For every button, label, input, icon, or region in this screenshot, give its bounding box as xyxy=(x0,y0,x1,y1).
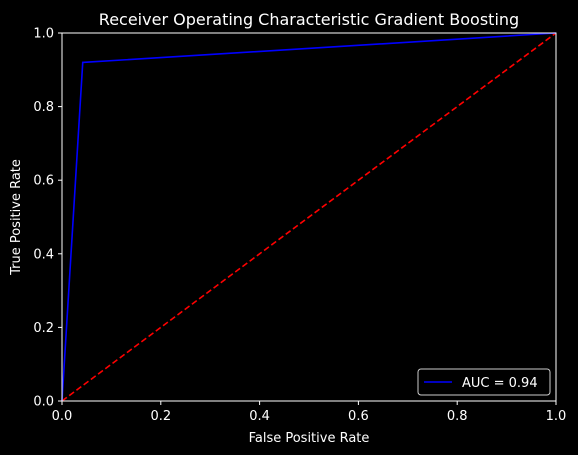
axes-frame xyxy=(61,32,557,402)
legend: AUC = 0.94 xyxy=(417,368,551,396)
y-tick-label: 0.6 xyxy=(33,174,54,189)
x-axis-label: False Positive Rate xyxy=(249,431,370,446)
y-tick-label: 0.4 xyxy=(33,247,54,262)
plot-area xyxy=(61,32,557,402)
y-tick-label: 0.0 xyxy=(33,395,54,410)
axis-ticks: 0.0 0.2 0.4 0.6 0.8 1.0 0.0 0.2 0.4 0.6 0.8 1.0 xyxy=(33,27,566,425)
reference-diagonal-line xyxy=(61,32,557,402)
legend-box xyxy=(417,368,551,396)
y-tick-label: 1.0 xyxy=(33,27,54,42)
x-tick-label: 0.8 xyxy=(447,409,468,424)
chart-title: Receiver Operating Characteristic Gradie… xyxy=(99,10,519,29)
x-tick-label: 0.6 xyxy=(348,409,369,424)
x-tick-label: 1.0 xyxy=(546,409,567,424)
roc-curve-line xyxy=(61,32,557,402)
y-tick-label: 0.8 xyxy=(33,100,54,115)
y-tick-label: 0.2 xyxy=(33,321,54,336)
y-axis-label: True Positive Rate xyxy=(9,159,24,276)
x-tick-label: 0.4 xyxy=(249,409,270,424)
x-tick-label: 0.0 xyxy=(52,409,73,424)
x-tick-label: 0.2 xyxy=(150,409,171,424)
legend-entry: AUC = 0.94 xyxy=(462,376,538,391)
